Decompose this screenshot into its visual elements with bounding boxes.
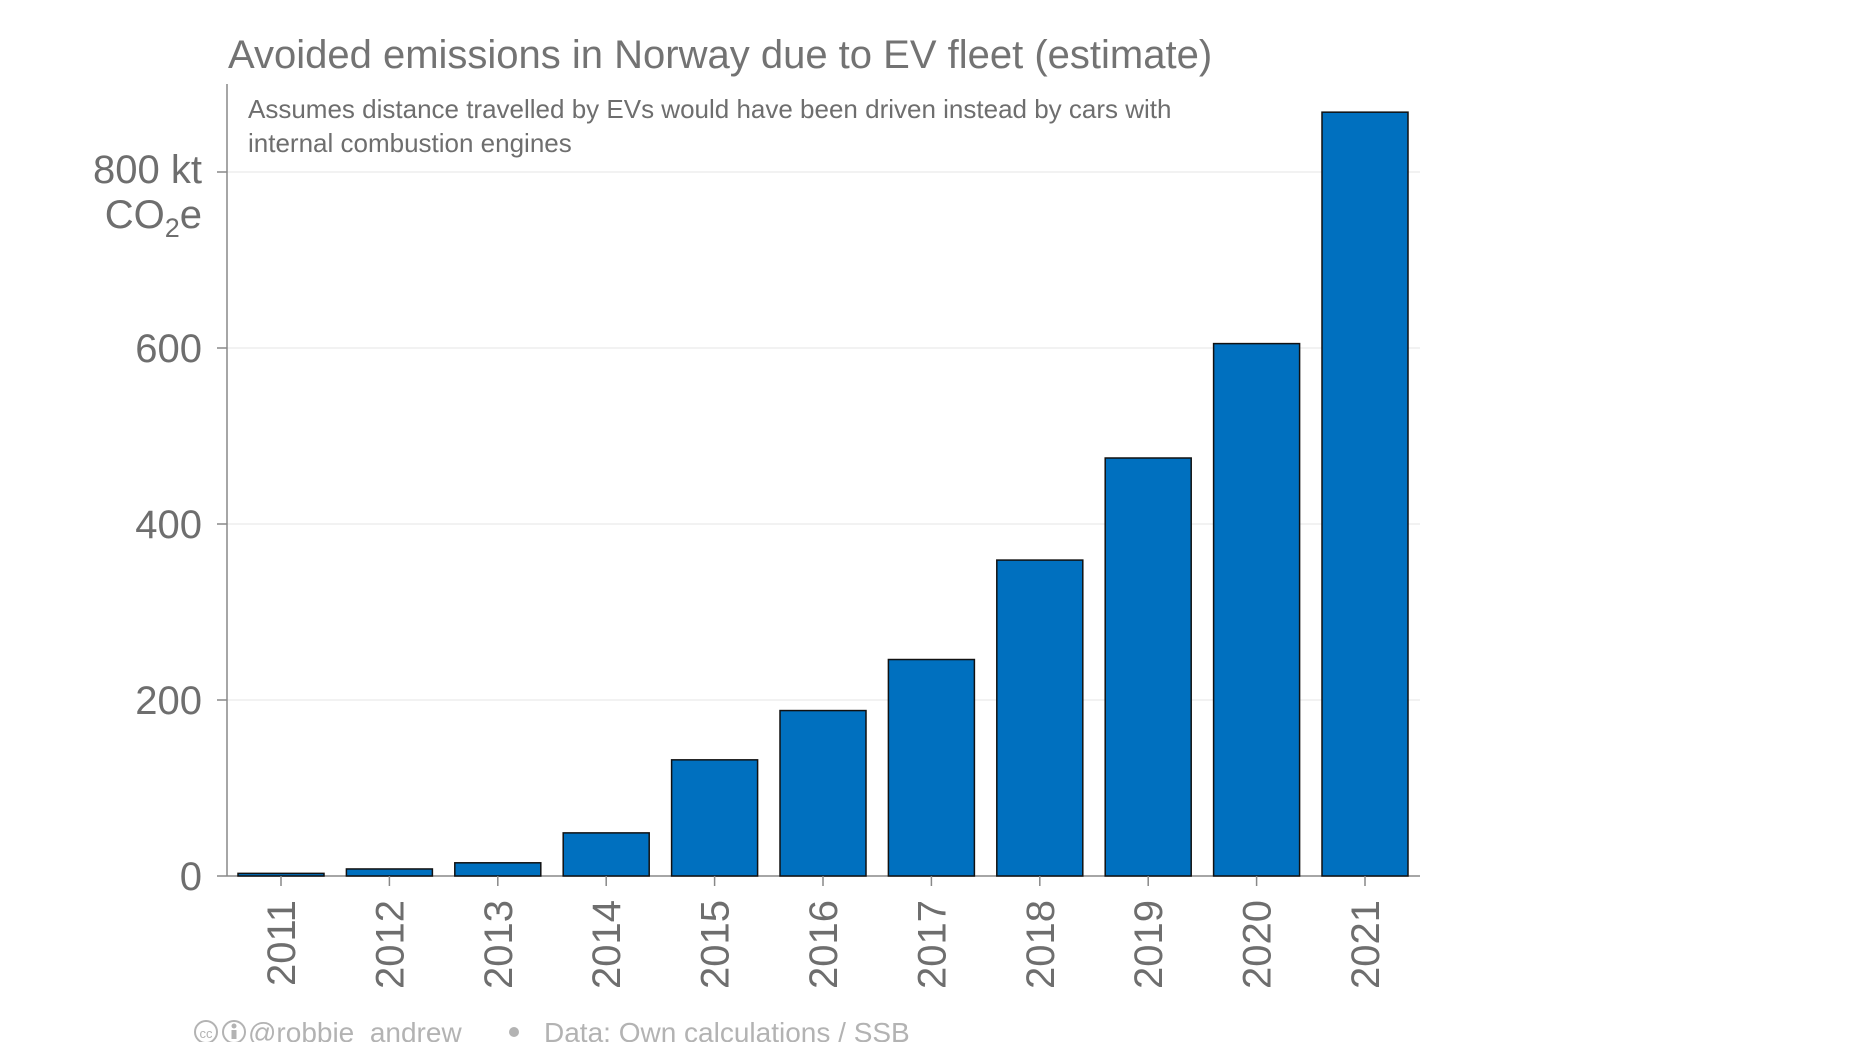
svg-text:cc: cc — [200, 1026, 214, 1041]
x-tick-label: 2013 — [477, 900, 521, 989]
bar-2012 — [345, 868, 434, 877]
bar-2011 — [237, 872, 325, 877]
y-tick-label: 600 — [135, 327, 202, 371]
y-unit-co: CO — [105, 193, 165, 237]
y-unit-e: e — [180, 193, 202, 237]
bar-2020 — [1212, 342, 1301, 877]
x-tick-label: 2016 — [802, 900, 846, 989]
y-tick-label: 200 — [135, 679, 202, 723]
y-unit-sub: 2 — [165, 213, 180, 243]
x-ticks: 2011 2012 2013 2014 2015 2016 2017 2018 2019 2020… — [260, 876, 1388, 989]
bar-2019 — [1104, 457, 1192, 877]
y-tick-label: 400 — [135, 503, 202, 547]
bar-2017 — [887, 658, 976, 877]
x-tick-label: 2015 — [694, 900, 738, 989]
bar-2014 — [562, 832, 650, 877]
x-tick-label: 2021 — [1344, 900, 1388, 989]
chart-subtitle-line1: Assumes distance travelled by EVs would … — [248, 94, 1171, 124]
bar-2016 — [779, 709, 867, 877]
bar-2013 — [454, 862, 542, 877]
footer-source: Data: Own calculations / SSB — [544, 1017, 910, 1042]
x-tick-label: 2018 — [1019, 900, 1063, 989]
footer-handle: @robbie_andrew — [248, 1017, 462, 1042]
bar-2015 — [670, 759, 759, 877]
footer-separator-dot — [509, 1027, 519, 1037]
footer: cc @robbie_andrew Data: Own calculations… — [194, 1017, 910, 1042]
chart-title: Avoided emissions in Norway due to EV fl… — [228, 33, 1212, 77]
attribution-icon — [222, 1020, 246, 1042]
y-tick-label: 0 — [180, 855, 202, 899]
y-ticks: 0 200 400 600 — [135, 171, 227, 899]
cc-icon: cc — [194, 1020, 218, 1042]
x-tick-label: 2012 — [368, 900, 412, 989]
x-tick-label: 2014 — [585, 900, 629, 989]
x-tick-label: 2020 — [1236, 900, 1280, 989]
x-tick-label: 2011 — [260, 900, 304, 986]
bar-2018 — [996, 559, 1084, 877]
x-tick-label: 2017 — [910, 900, 954, 989]
y-unit-line1: 800 kt — [93, 148, 202, 192]
bars — [237, 111, 1409, 877]
y-unit-line2: CO2e — [105, 193, 202, 243]
chart-subtitle-line2: internal combustion engines — [248, 128, 572, 158]
bar-2021 — [1321, 111, 1409, 877]
x-tick-label: 2019 — [1127, 900, 1171, 989]
